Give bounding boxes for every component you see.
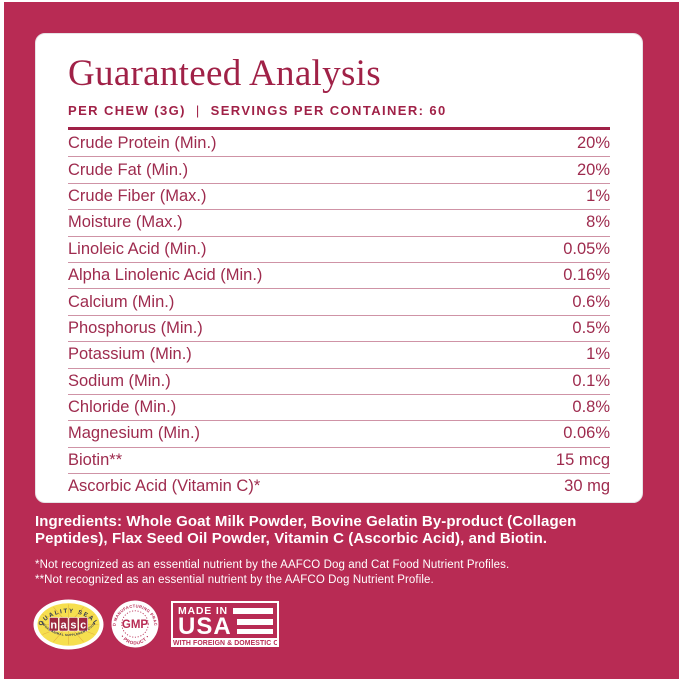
nutrient-name: Ascorbic Acid (Vitamin C)* bbox=[68, 477, 261, 496]
usa-stripes-icon bbox=[236, 619, 273, 634]
table-row: Alpha Linolenic Acid (Min.) 0.16% bbox=[68, 263, 610, 290]
nutrient-value: 0.05% bbox=[563, 239, 610, 258]
nutrient-name: Sodium (Min.) bbox=[68, 371, 171, 390]
nutrient-value: 0.1% bbox=[572, 371, 610, 390]
nasc-letter-boxes: n a s c bbox=[48, 616, 89, 631]
nutrient-name: Magnesium (Min.) bbox=[68, 424, 201, 443]
per-chew-label: PER CHEW (3G) bbox=[68, 103, 186, 118]
table-row: Moisture (Max.) 8% bbox=[68, 210, 610, 237]
nutrient-name: Chloride (Min.) bbox=[68, 398, 177, 417]
table-row: Crude Fiber (Max.) 1% bbox=[68, 184, 610, 211]
left-edge-artifact bbox=[0, 0, 4, 679]
usa-stripe-icon bbox=[232, 608, 273, 614]
nutrient-name: Crude Protein (Min.) bbox=[68, 134, 217, 153]
footnote-aafco-dog: **Not recognized as an essential nutrien… bbox=[35, 573, 434, 586]
servings-per-container-label: SERVINGS PER CONTAINER: 60 bbox=[210, 103, 447, 118]
table-row: Phosphorus (Min.) 0.5% bbox=[68, 316, 610, 343]
nutrient-value: 15 mcg bbox=[555, 450, 610, 469]
nutrient-name: Linoleic Acid (Min.) bbox=[68, 239, 207, 258]
made-in-label: MADE IN bbox=[178, 605, 228, 617]
nutrient-name: Phosphorus (Min.) bbox=[68, 318, 203, 337]
nutrient-value: 0.06% bbox=[563, 424, 610, 443]
nutrient-name: Calcium (Min.) bbox=[68, 292, 175, 311]
table-row: Magnesium (Min.) 0.06% bbox=[68, 421, 610, 448]
made-in-usa-badge: MADE IN USA WITH FOREIGN & DOMESTIC COMP… bbox=[171, 601, 279, 647]
nutrient-name: Crude Fiber (Max.) bbox=[68, 186, 207, 205]
usa-components-label: WITH FOREIGN & DOMESTIC COMPONENTS bbox=[173, 638, 277, 645]
nutrient-value: 0.8% bbox=[572, 398, 610, 417]
gmp-center-text: GMP bbox=[122, 619, 149, 631]
nasc-quality-seal-icon: QUALITY SEAL n a s c NATIONAL ANIMAL SUP… bbox=[33, 599, 104, 649]
serving-info: PER CHEW (3G) | SERVINGS PER CONTAINER: … bbox=[68, 103, 610, 118]
nutrient-name: Crude Fat (Min.) bbox=[68, 160, 189, 179]
table-row: Crude Fat (Min.) 20% bbox=[68, 157, 610, 184]
nutrient-value: 0.6% bbox=[572, 292, 610, 311]
nutrient-name: Biotin** bbox=[68, 450, 123, 469]
table-row: Biotin** 15 mcg bbox=[68, 448, 610, 475]
table-row: Potassium (Min.) 1% bbox=[68, 342, 610, 369]
nutrient-name: Moisture (Max.) bbox=[68, 213, 183, 232]
ingredients-paragraph: Ingredients: Whole Goat Milk Powder, Bov… bbox=[35, 513, 650, 547]
separator-pipe: | bbox=[195, 103, 201, 118]
nutrient-value: 8% bbox=[586, 213, 610, 232]
nutrient-name: Alpha Linolenic Acid (Min.) bbox=[68, 266, 263, 285]
footnotes: *Not recognized as an essential nutrient… bbox=[35, 558, 650, 587]
nasc-letter: s bbox=[70, 619, 76, 631]
analysis-card: Guaranteed Analysis PER CHEW (3G) | SERV… bbox=[35, 33, 643, 503]
usa-label: USA bbox=[178, 613, 232, 640]
nasc-letter: c bbox=[80, 619, 86, 631]
footnote-aafco-dog-cat: *Not recognized as an essential nutrient… bbox=[35, 559, 510, 571]
table-row: Linoleic Acid (Min.) 0.05% bbox=[68, 237, 610, 263]
page-title: Guaranteed Analysis bbox=[68, 53, 381, 94]
nutrient-table: Crude Protein (Min.) 20% Crude Fat (Min.)… bbox=[68, 131, 610, 499]
table-row: Chloride (Min.) 0.8% bbox=[68, 395, 610, 422]
gmp-seal-icon: GOOD MANUFACTURING PRACTICE • PRODUCT • … bbox=[111, 600, 159, 648]
nutrient-value: 0.16% bbox=[563, 266, 610, 285]
nutrient-value: 20% bbox=[576, 134, 610, 153]
top-edge-artifact bbox=[0, 0, 679, 2]
nasc-letter: n bbox=[50, 619, 57, 631]
nutrient-value: 1% bbox=[586, 186, 610, 205]
certification-seals: QUALITY SEAL n a s c NATIONAL ANIMAL SUP… bbox=[33, 598, 279, 650]
nutrient-value: 1% bbox=[586, 345, 610, 364]
table-row: Ascorbic Acid (Vitamin C)* 30 mg bbox=[68, 474, 610, 499]
table-row: Calcium (Min.) 0.6% bbox=[68, 289, 610, 316]
table-row: Sodium (Min.) 0.1% bbox=[68, 369, 610, 395]
nutrient-name: Potassium (Min.) bbox=[68, 345, 192, 364]
nutrient-value: 30 mg bbox=[564, 477, 610, 496]
nasc-letter: a bbox=[61, 619, 68, 631]
table-row: Crude Protein (Min.) 20% bbox=[68, 131, 610, 158]
ingredients-label: Ingredients: bbox=[35, 513, 123, 530]
header-rule bbox=[68, 127, 610, 130]
ingredients-text: Whole Goat Milk Powder, Bovine Gelatin B… bbox=[35, 513, 577, 547]
nutrient-value: 0.5% bbox=[572, 318, 610, 337]
nutrient-value: 20% bbox=[576, 160, 610, 179]
